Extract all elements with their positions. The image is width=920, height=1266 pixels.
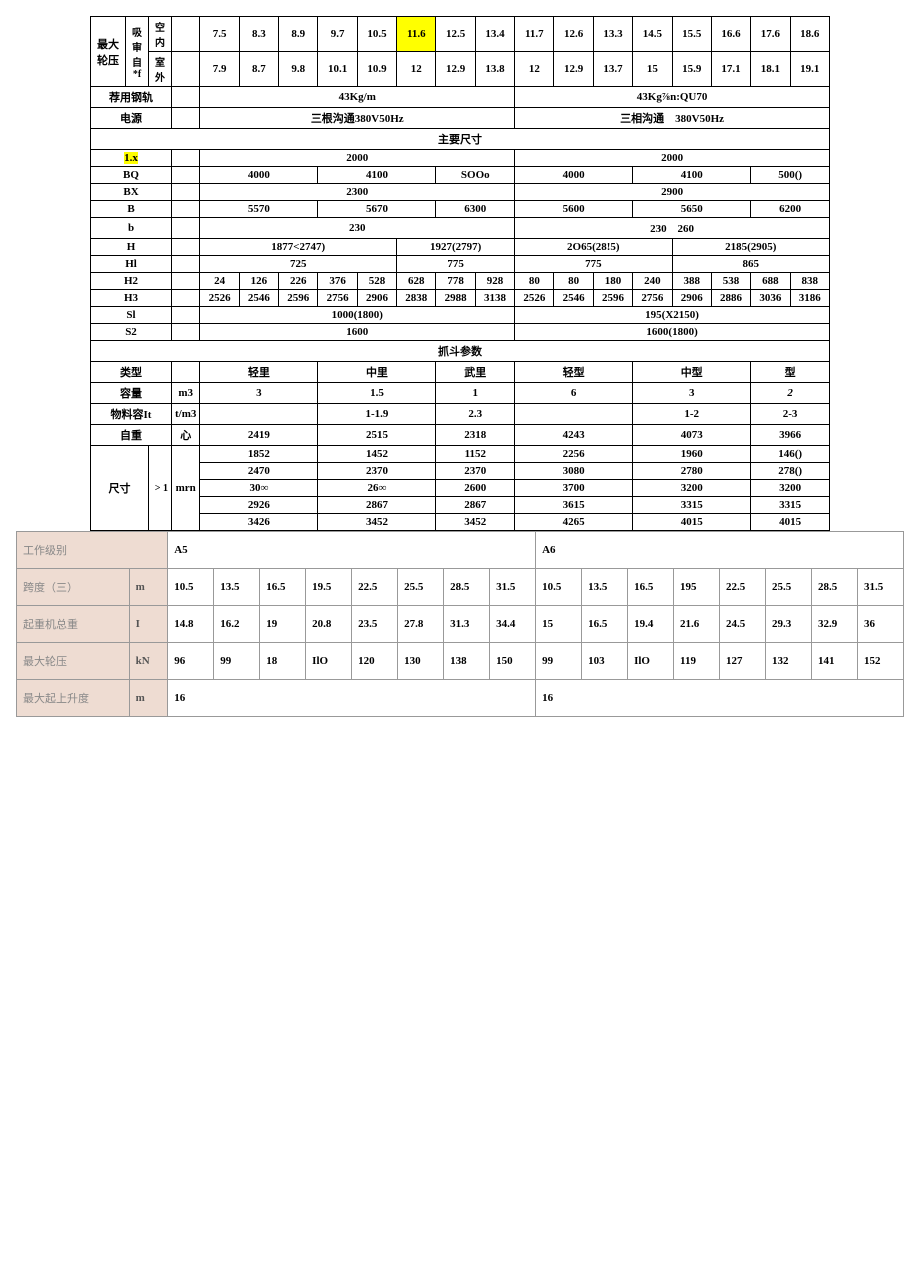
grab-wt-row: 自重心 241925152318 424340733966 <box>91 425 830 446</box>
power-row: 电源 三根沟通380V50Hz 三相沟通 380V50Hz <box>91 108 830 129</box>
s1-row: Sl1000(1800)195(X2150) <box>91 307 830 324</box>
wheel-sub1: 吸审自*f <box>126 17 149 87</box>
lift-row: 最大起上升度m 16 16 <box>17 680 904 717</box>
rail-row: 荐用钢轨 43Kg/m 43Kg⅞n:QU70 <box>91 87 830 108</box>
wheel-press-row: 最大轮压kN 969918IlO120130138150 99103IlO119… <box>17 643 904 680</box>
bx-row: BX23002900 <box>91 184 830 201</box>
spec-table: 最大轮压 吸审自*f 空内 7.58.38.99.710.511.612.513… <box>90 16 830 531</box>
dims-title: 主要尺寸 <box>91 129 830 150</box>
grab-dim-row-3: 292628672867 361533153315 <box>91 497 830 514</box>
bq-row: BQ 40004100SOOo 40004100500() <box>91 167 830 184</box>
grab-dim-row-4: 342634523452 426540154015 <box>91 514 830 531</box>
grab-type-row: 类型 轻里中里武里 轻型中型型 <box>91 362 830 383</box>
wheel-indoor-label: 空内 <box>149 17 172 52</box>
grab-dim-row-0: 尺寸 > 1 mrn 185214521152 22561960146() <box>91 446 830 463</box>
wheel-outdoor-label: 室外 <box>149 52 172 87</box>
wheel-row-outdoor: 室外 7.98.79.810.110.91212.913.8 1212.913.… <box>91 52 830 87</box>
grab-dim-row-1: 247023702370 30802780278() <box>91 463 830 480</box>
h1-row: Hl 725775 775865 <box>91 256 830 273</box>
wheel-label: 最大轮压 <box>91 17 126 87</box>
work-row: 工作级别 A5 A6 <box>17 532 904 569</box>
b-row: B 557056706300 560056506200 <box>91 201 830 218</box>
b2-row: b230230 260 <box>91 218 830 239</box>
wheel-row-indoor: 最大轮压 吸审自*f 空内 7.58.38.99.710.511.612.513… <box>91 17 830 52</box>
summary-table: 工作级别 A5 A6 跨度（三）m 10.513.516.519.522.525… <box>16 531 904 717</box>
h3-row: H3 25262546259627562906283829883138 2526… <box>91 290 830 307</box>
h-row: H 1877<2747)1927(2797) 2O65(28!5)2185(29… <box>91 239 830 256</box>
s2-row: S216001600(1800) <box>91 324 830 341</box>
grab-mat-row: 物料容Itt/m3 1-1.92.3 1-22-3 <box>91 404 830 425</box>
crane-wt-row: 起重机总重I 14.816.21920.823.527.831.334.4 15… <box>17 606 904 643</box>
grab-title: 抓斗参数 <box>91 341 830 362</box>
h2-row: H2 24126226376528628778928 8080180240388… <box>91 273 830 290</box>
lx-row: 1.x20002000 <box>91 150 830 167</box>
span-row: 跨度（三）m 10.513.516.519.522.525.528.531.5 … <box>17 569 904 606</box>
grab-dim-row-2: 30∞26∞2600 370032003200 <box>91 480 830 497</box>
grab-cap-row: 容量m3 31.51 632 <box>91 383 830 404</box>
